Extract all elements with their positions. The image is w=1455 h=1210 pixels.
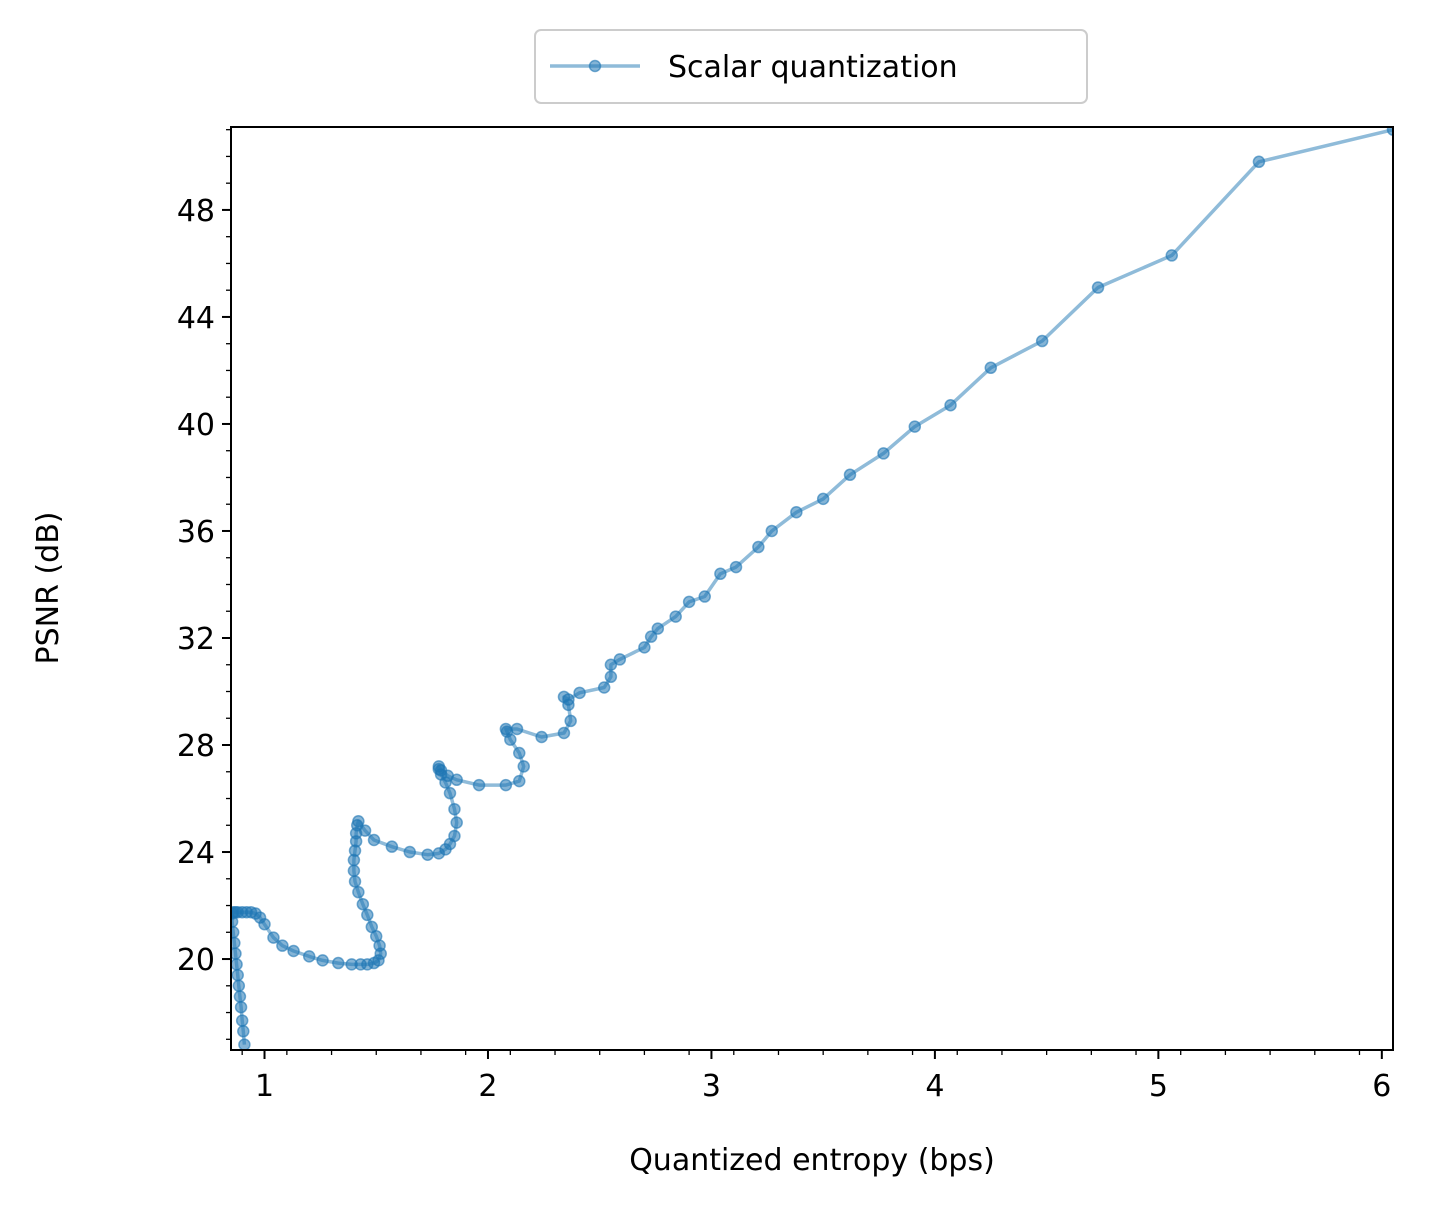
- data-point: [604, 658, 618, 671]
- data-point: [237, 1025, 250, 1038]
- data-point: [348, 875, 362, 888]
- data-point: [843, 468, 857, 482]
- x-tick-label: 4: [925, 1069, 944, 1104]
- data-point: [347, 864, 361, 878]
- legend-label: Scalar quantization: [668, 50, 958, 85]
- y-tick-label: 32: [177, 622, 215, 657]
- data-point: [385, 840, 399, 853]
- legend-box: [534, 29, 1088, 104]
- data-point: [448, 802, 461, 816]
- data-point: [557, 726, 571, 740]
- data-point: [267, 931, 280, 944]
- data-point: [790, 506, 803, 519]
- data-point: [573, 686, 586, 700]
- data-point: [698, 590, 711, 603]
- data-point: [908, 420, 922, 433]
- data-point: [944, 398, 957, 412]
- data-point: [352, 815, 365, 828]
- data-point: [1165, 249, 1179, 262]
- data-point: [367, 833, 381, 847]
- data-point: [332, 956, 345, 970]
- data-point: [682, 595, 696, 609]
- y-tick-label: 28: [177, 729, 215, 764]
- legend: Scalar quantization: [534, 29, 1088, 104]
- y-tick-label: 44: [177, 301, 215, 336]
- data-point: [361, 908, 374, 922]
- data-point: [352, 885, 365, 899]
- data-point: [365, 920, 379, 934]
- y-tick-label: 40: [177, 408, 215, 443]
- data-point: [231, 968, 244, 982]
- data-point: [1035, 334, 1049, 348]
- data-point: [231, 958, 243, 971]
- data-point: [644, 630, 658, 643]
- data-point: [316, 954, 329, 967]
- data-point: [1252, 155, 1266, 169]
- data-point: [816, 492, 830, 506]
- data-point: [1386, 127, 1393, 136]
- data-point: [276, 939, 289, 952]
- plot-frame: [230, 126, 1394, 1051]
- series-layer: [231, 127, 1393, 1050]
- data-point: [499, 722, 513, 736]
- data-point: [877, 447, 890, 460]
- legend-marker: [588, 59, 602, 73]
- data-point: [729, 560, 743, 574]
- data-point: [403, 845, 417, 859]
- data-point: [358, 824, 372, 837]
- data-point: [443, 786, 457, 800]
- data-point: [513, 746, 526, 760]
- data-point: [564, 714, 577, 728]
- data-point: [638, 641, 651, 654]
- x-tick-label: 5: [1149, 1069, 1168, 1104]
- y-tick-label: 20: [177, 943, 215, 978]
- data-point: [233, 990, 247, 1003]
- data-point: [1091, 281, 1105, 294]
- data-point: [651, 622, 665, 635]
- x-tick-label: 2: [478, 1069, 497, 1104]
- data-point: [517, 760, 530, 773]
- y-tick-label: 24: [177, 836, 215, 871]
- data-point: [448, 829, 461, 843]
- y-tick-label: 36: [177, 515, 215, 550]
- data-point: [235, 1014, 249, 1027]
- data-point: [752, 540, 765, 554]
- x-axis-label: Quantized entropy (bps): [629, 1143, 995, 1178]
- data-point: [450, 773, 463, 787]
- x-tick-label: 3: [702, 1069, 721, 1104]
- data-point: [510, 722, 524, 736]
- data-point: [613, 653, 627, 666]
- x-axis-ticks: 1 2 3 4 5 6: [241, 1050, 1391, 1104]
- y-axis-label: PSNR (dB): [31, 512, 66, 665]
- x-tick-label: 6: [1372, 1069, 1391, 1104]
- data-point: [450, 816, 463, 829]
- data-point: [421, 848, 434, 861]
- data-point: [472, 778, 486, 792]
- y-axis-ticks: 20 24 28 32 36 40 44 48: [177, 129, 231, 1040]
- data-point: [234, 1000, 248, 1014]
- y-tick-label: 48: [177, 194, 215, 229]
- data-point: [535, 730, 548, 744]
- data-point: [984, 361, 998, 375]
- data-point: [232, 979, 246, 993]
- data-point: [513, 774, 526, 788]
- data-point: [238, 1038, 251, 1050]
- data-point: [714, 567, 727, 581]
- data-point: [356, 897, 370, 911]
- data-point: [287, 944, 300, 958]
- data-point: [258, 918, 271, 931]
- data-point: [604, 670, 618, 684]
- data-point: [597, 681, 611, 694]
- data-point: [669, 610, 682, 623]
- x-tick-label: 1: [255, 1069, 274, 1104]
- data-point: [302, 950, 316, 963]
- data-point: [562, 693, 575, 706]
- data-point: [765, 524, 779, 538]
- data-point: [499, 778, 513, 792]
